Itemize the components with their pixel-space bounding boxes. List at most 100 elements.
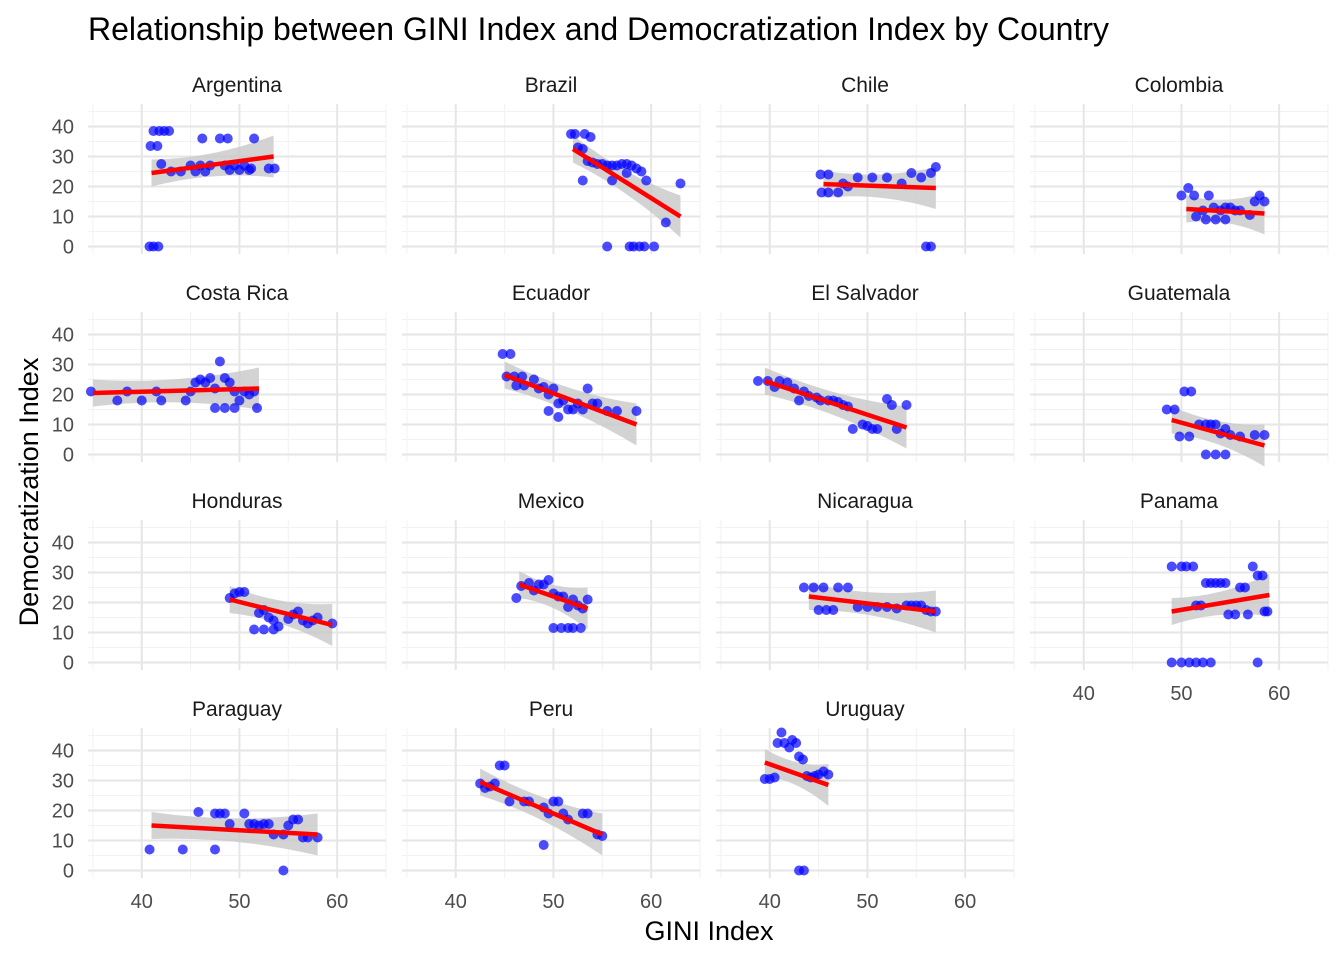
data-point [1203, 190, 1214, 201]
data-point [511, 593, 522, 603]
data-point [112, 395, 123, 406]
data-point [1186, 386, 1197, 397]
data-point [823, 187, 834, 198]
data-point [577, 175, 588, 186]
data-point [548, 623, 559, 633]
data-point [1262, 606, 1273, 617]
data-point [1210, 419, 1221, 430]
strip-label-ecuador: Ecuador [512, 282, 590, 305]
y-tick-label: 30 [52, 771, 74, 793]
trend-line [764, 378, 908, 430]
data-point [205, 373, 216, 383]
data-point [553, 412, 564, 422]
x-axis-title: GINI Index [644, 916, 774, 946]
data-point [833, 582, 844, 593]
data-point [224, 377, 235, 388]
data-point [1200, 449, 1211, 460]
data-point [528, 374, 539, 385]
y-tick-label: 20 [52, 593, 74, 615]
data-point [631, 406, 642, 416]
data-point [1174, 431, 1185, 442]
panel-paraguay: Paraguay 0 10 20 30 40 40 50 60 [52, 698, 387, 913]
y-axis-title: Democratization Index [14, 357, 44, 626]
data-point [511, 380, 522, 391]
data-point [164, 126, 175, 136]
x-tick-label: 60 [1268, 683, 1290, 705]
trend-line [151, 154, 274, 176]
data-point [156, 395, 167, 406]
data-point [847, 424, 858, 434]
data-point [867, 172, 878, 183]
y-tick-label: 20 [52, 385, 74, 407]
panel-uruguay: Uruguay 40 50 60 [716, 698, 1015, 913]
panel-panama: Panama 40 50 60 [1030, 490, 1329, 705]
data-point [592, 398, 603, 409]
data-point [239, 587, 250, 597]
data-point [821, 605, 832, 615]
strip-label-paraguay: Paraguay [192, 698, 282, 721]
x-tick-label: 40 [445, 891, 467, 913]
strip-label-chile: Chile [841, 74, 889, 97]
data-point [794, 395, 805, 406]
data-point [234, 395, 245, 406]
data-point [1189, 190, 1200, 201]
data-point [575, 623, 586, 633]
data-point [1205, 657, 1216, 668]
data-point [1176, 657, 1187, 668]
data-point [901, 400, 912, 410]
trend-line [1186, 206, 1265, 216]
trend-line [808, 594, 937, 614]
trend-line [1171, 417, 1266, 448]
data-point [180, 395, 191, 406]
panel-guatemala: Guatemala [1030, 282, 1329, 467]
data-point [1210, 449, 1221, 460]
strip-label-mexico: Mexico [518, 490, 585, 513]
data-point [1184, 657, 1195, 668]
strip-label-costa-rica: Costa Rica [186, 282, 289, 305]
panel-honduras: Honduras 0 10 20 30 40 [52, 490, 387, 675]
data-point [772, 738, 783, 748]
y-tick-label: 0 [63, 237, 74, 259]
x-tick-label: 40 [131, 891, 153, 913]
y-tick-label: 10 [52, 623, 74, 645]
data-point [791, 738, 802, 748]
data-point [930, 162, 941, 172]
strip-label-honduras: Honduras [191, 490, 282, 513]
confidence-band [151, 812, 318, 856]
data-point [219, 808, 230, 819]
data-point [156, 159, 167, 169]
x-tick-label: 60 [640, 891, 662, 913]
data-point [538, 840, 549, 850]
data-point [1200, 214, 1211, 225]
y-tick-label: 40 [52, 741, 74, 763]
panel-argentina: Argentina 0 10 20 30 40 [52, 74, 387, 259]
data-point [153, 241, 164, 252]
data-point [769, 772, 780, 783]
data-point [797, 754, 808, 765]
data-point [1259, 196, 1270, 207]
data-point [582, 383, 593, 394]
panel-grid: Argentina 0 10 20 30 40 Brazil Chile Colombia Cos… [52, 74, 1329, 913]
panel-brazil: Brazil [402, 74, 701, 254]
data-point [193, 807, 204, 817]
data-point [569, 129, 580, 139]
data-point [504, 796, 515, 807]
data-point [1252, 657, 1263, 668]
data-point [776, 727, 787, 738]
data-point [224, 819, 235, 829]
strip-label-colombia: Colombia [1135, 74, 1224, 97]
data-point [582, 594, 593, 605]
data-point [1242, 609, 1253, 620]
panel-costa-rica: Costa Rica 0 10 20 30 40 [52, 282, 387, 467]
panel-mexico: Mexico [402, 490, 701, 670]
data-point [1230, 609, 1241, 620]
data-point [1166, 561, 1177, 572]
data-point [505, 349, 516, 359]
data-point [268, 624, 279, 635]
data-point [1197, 657, 1208, 668]
data-point [1188, 561, 1199, 572]
data-point [269, 163, 280, 174]
data-point [222, 133, 233, 144]
data-point [582, 808, 593, 819]
data-point [258, 624, 269, 635]
